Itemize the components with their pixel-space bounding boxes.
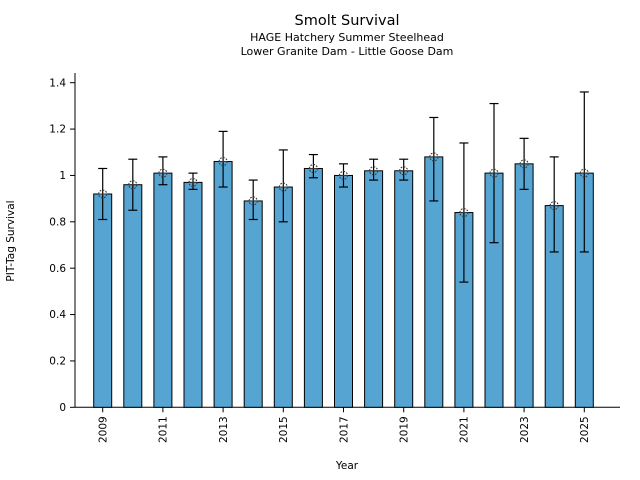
x-tick-label-2009: 2009 [98,416,110,443]
y-axis-label: PIT-Tag Survival [5,200,17,281]
x-tick-label-2019: 2019 [399,416,411,443]
bar-2011 [153,172,173,408]
x-tick-label-2017: 2017 [338,416,350,443]
bar-2016 [303,167,323,408]
y-tick-label-0.8: 0.8 [49,216,66,228]
bar-2009 [93,193,113,408]
x-tick-label-2011: 2011 [158,416,170,443]
y-tick-label-1.2: 1.2 [49,124,66,136]
bar-2014 [243,200,263,408]
bar-2013 [213,161,233,408]
y-tick-label-0.4: 0.4 [49,309,66,321]
x-tick-label-2015: 2015 [278,416,290,443]
bar-2012 [183,181,203,408]
x-tick-label-2013: 2013 [218,416,230,443]
bar-2018 [364,170,384,408]
y-tick-label-0.2: 0.2 [49,356,66,368]
chart-title: Smolt Survival [295,13,400,29]
bar-2023 [514,163,534,408]
y-tick-label-0: 0 [59,402,66,414]
y-tick-label-1.4: 1.4 [49,77,66,89]
x-axis-label: Year [335,460,359,472]
bar-2010 [123,184,143,408]
chart-subtitle-line2: Lower Granite Dam - Little Goose Dam [241,45,454,58]
x-tick-label-2021: 2021 [459,416,471,443]
bar-2019 [394,170,414,408]
x-tick-label-2023: 2023 [519,416,531,443]
y-tick-label-0.6: 0.6 [49,263,66,275]
chart-subtitle-line1: HAGE Hatchery Summer Steelhead [250,31,444,44]
plot-area: 0 0.2 0.4 0.6 0.8 1 1.2 1.4 2009 2011 2013 2015 2017… [49,73,620,443]
bar-2017 [334,174,353,408]
y-tick-label-1: 1 [59,170,66,182]
x-tick-label-2025: 2025 [579,416,591,443]
